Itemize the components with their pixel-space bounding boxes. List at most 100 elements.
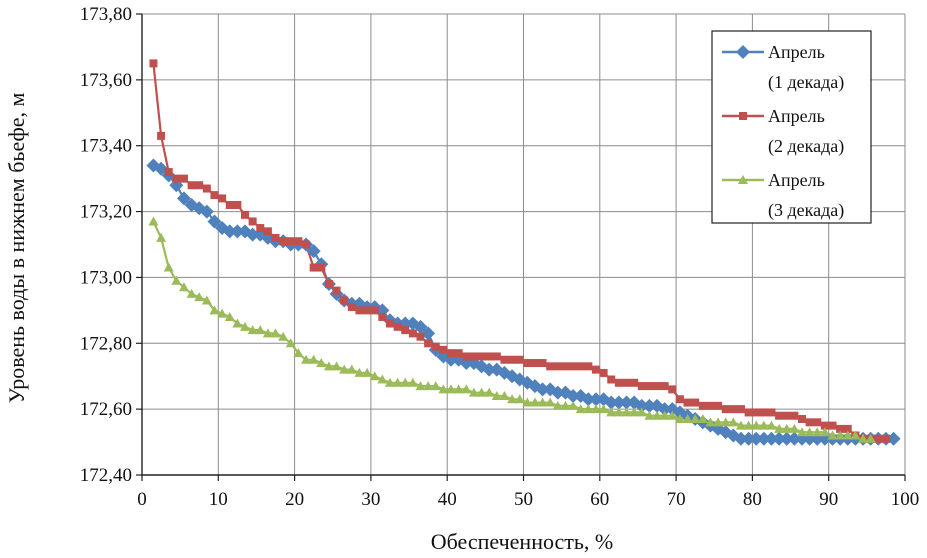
x-tick-label: 40	[438, 489, 457, 510]
data-point	[316, 358, 327, 368]
legend-label: Апрель	[768, 42, 825, 62]
x-axis-title: Обеспеченность, %	[431, 529, 614, 554]
legend-box	[711, 30, 872, 224]
data-point	[736, 405, 745, 414]
legend-label: (2 декада)	[768, 136, 844, 157]
data-point	[370, 306, 379, 315]
data-point	[164, 168, 173, 177]
data-point	[865, 433, 876, 443]
data-point	[546, 362, 555, 371]
data-point	[176, 191, 191, 206]
data-point	[248, 217, 257, 226]
data-point	[172, 174, 181, 183]
data-point	[550, 385, 565, 400]
data-point	[255, 325, 266, 335]
data-point	[653, 382, 662, 391]
data-point	[682, 414, 693, 424]
data-point	[588, 392, 603, 407]
data-point	[790, 411, 799, 420]
data-point	[835, 430, 846, 440]
data-point	[614, 378, 623, 387]
data-point	[660, 382, 669, 391]
legend-label: (3 декада)	[768, 200, 844, 221]
data-point	[858, 433, 869, 443]
data-point	[245, 227, 260, 242]
data-point	[657, 402, 672, 417]
x-tick-label: 100	[891, 489, 920, 510]
data-point	[461, 384, 472, 394]
data-point	[733, 431, 748, 446]
legend-swatch-marker	[738, 175, 748, 184]
data-point	[446, 384, 457, 394]
x-tick-label: 0	[137, 489, 147, 510]
legend-label: (1 декада)	[768, 72, 844, 93]
series-points-3	[148, 216, 876, 443]
data-point	[621, 407, 632, 417]
data-point	[209, 305, 220, 315]
data-point	[569, 362, 578, 371]
data-point	[363, 306, 372, 315]
data-point	[675, 395, 684, 404]
data-point	[293, 348, 304, 358]
data-point	[606, 407, 617, 417]
data-point	[560, 400, 571, 410]
data-point	[645, 382, 654, 391]
data-point	[202, 184, 211, 193]
axes	[136, 13, 906, 481]
data-point	[149, 59, 158, 68]
data-point	[187, 181, 196, 190]
data-point	[744, 408, 753, 417]
data-point	[194, 292, 205, 302]
data-point	[813, 418, 822, 427]
data-point	[416, 332, 425, 341]
data-point	[613, 407, 624, 417]
data-point	[285, 338, 296, 348]
data-point	[772, 431, 787, 446]
legend-entry-2: Апрель (2 декада)	[722, 106, 844, 157]
data-point	[642, 398, 657, 413]
data-point	[843, 424, 852, 433]
data-point	[431, 342, 440, 351]
data-point	[590, 404, 601, 414]
data-point	[827, 430, 838, 440]
data-point	[706, 401, 715, 410]
data-point	[323, 361, 334, 371]
data-point	[743, 420, 754, 430]
data-point	[767, 408, 776, 417]
data-point	[439, 345, 448, 354]
data-point	[148, 216, 159, 226]
data-point	[705, 417, 716, 427]
data-point	[576, 362, 585, 371]
data-point	[797, 415, 806, 424]
data-point	[764, 431, 779, 446]
data-point	[523, 359, 532, 368]
data-point	[484, 387, 495, 397]
data-point	[430, 381, 441, 391]
x-tick-label: 20	[285, 489, 304, 510]
data-point	[836, 424, 845, 433]
data-point	[400, 377, 411, 387]
data-point	[317, 263, 326, 272]
data-point	[674, 414, 685, 424]
data-point	[477, 352, 486, 361]
data-point	[384, 377, 395, 387]
data-point	[468, 387, 479, 397]
data-point	[500, 355, 509, 364]
data-point	[454, 349, 463, 358]
data-point	[362, 367, 373, 377]
data-point	[156, 232, 167, 242]
data-point	[207, 214, 222, 229]
data-point	[178, 282, 189, 292]
x-tick-label: 50	[514, 489, 533, 510]
x-tick-label: 30	[361, 489, 380, 510]
x-tick-label: 10	[209, 489, 228, 510]
data-point	[340, 296, 349, 305]
data-point	[286, 237, 295, 246]
data-point	[154, 161, 169, 176]
series-markers	[146, 59, 901, 446]
data-point	[515, 355, 524, 364]
data-point	[775, 411, 784, 420]
data-point	[377, 374, 388, 384]
data-point	[262, 328, 273, 338]
data-point	[230, 224, 245, 239]
